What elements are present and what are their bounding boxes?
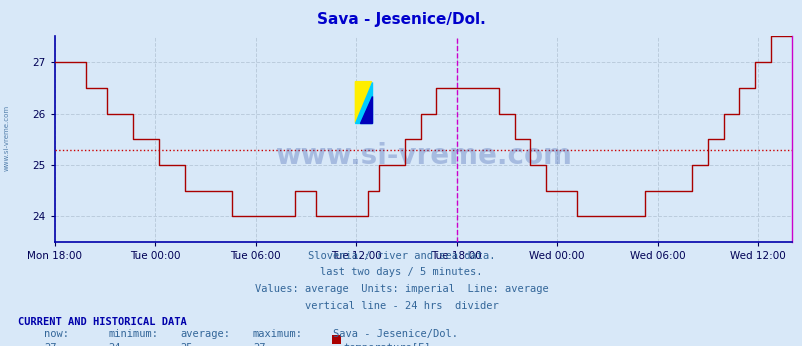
Text: Slovenia / river and sea data.: Slovenia / river and sea data. bbox=[307, 251, 495, 261]
Text: 25: 25 bbox=[180, 343, 193, 346]
Text: CURRENT AND HISTORICAL DATA: CURRENT AND HISTORICAL DATA bbox=[18, 317, 186, 327]
Polygon shape bbox=[355, 82, 371, 123]
Text: vertical line - 24 hrs  divider: vertical line - 24 hrs divider bbox=[304, 301, 498, 311]
Text: maximum:: maximum: bbox=[253, 329, 302, 339]
Text: 27: 27 bbox=[44, 343, 57, 346]
Text: minimum:: minimum: bbox=[108, 329, 158, 339]
Text: Sava - Jesenice/Dol.: Sava - Jesenice/Dol. bbox=[333, 329, 458, 339]
Polygon shape bbox=[355, 82, 371, 123]
Text: www.si-vreme.com: www.si-vreme.com bbox=[274, 142, 571, 170]
Polygon shape bbox=[360, 96, 371, 123]
Text: 27: 27 bbox=[253, 343, 265, 346]
Text: Values: average  Units: imperial  Line: average: Values: average Units: imperial Line: av… bbox=[254, 284, 548, 294]
Text: average:: average: bbox=[180, 329, 230, 339]
Text: temperature[F]: temperature[F] bbox=[343, 343, 431, 346]
Text: now:: now: bbox=[44, 329, 69, 339]
Text: www.si-vreme.com: www.si-vreme.com bbox=[3, 105, 10, 172]
Text: Sava - Jesenice/Dol.: Sava - Jesenice/Dol. bbox=[317, 12, 485, 27]
Text: 24: 24 bbox=[108, 343, 121, 346]
Text: last two days / 5 minutes.: last two days / 5 minutes. bbox=[320, 267, 482, 277]
